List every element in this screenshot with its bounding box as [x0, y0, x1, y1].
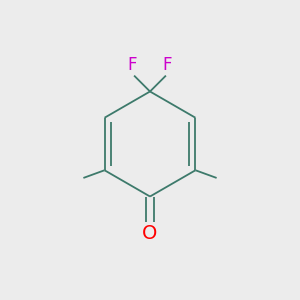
Text: F: F — [128, 56, 137, 74]
Text: F: F — [163, 56, 172, 74]
Text: O: O — [142, 224, 158, 243]
